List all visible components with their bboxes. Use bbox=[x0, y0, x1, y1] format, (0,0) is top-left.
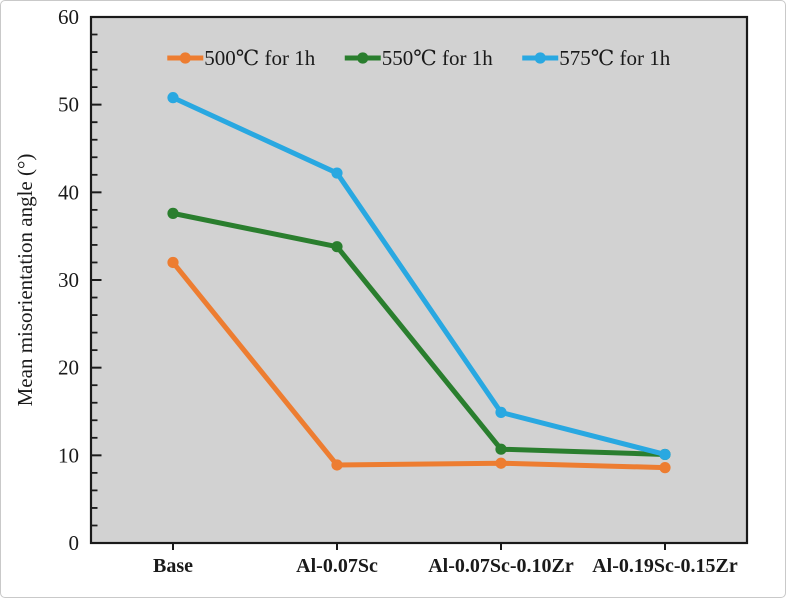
y-tick-label: 30 bbox=[58, 268, 79, 292]
legend-marker-dot-0 bbox=[179, 52, 191, 64]
y-tick-label: 0 bbox=[69, 531, 80, 555]
series-point-2-3 bbox=[659, 448, 671, 461]
series-line-2 bbox=[170, 95, 668, 457]
legend-label-2: 575℃ for 1h bbox=[559, 46, 670, 70]
y-tick-label: 10 bbox=[58, 443, 79, 467]
legend-label-1: 550℃ for 1h bbox=[382, 46, 493, 70]
series-point-1-1 bbox=[331, 241, 343, 253]
series-point-1-0 bbox=[167, 207, 179, 219]
series-line-0 bbox=[170, 259, 668, 471]
legend-label-0: 500℃ for 1h bbox=[204, 46, 315, 70]
y-tick-label: 50 bbox=[58, 93, 79, 117]
series-point-2-2 bbox=[495, 406, 507, 418]
x-category-label: Al-0.07Sc-0.10Zr bbox=[428, 555, 574, 577]
series-line-1 bbox=[170, 210, 668, 457]
y-tick-label: 20 bbox=[58, 356, 79, 380]
x-category-label: Base bbox=[153, 555, 193, 577]
series-point-0-2 bbox=[495, 457, 507, 469]
series-point-0-3 bbox=[659, 462, 671, 474]
legend-marker-dot-1 bbox=[357, 52, 369, 64]
series-point-1-2 bbox=[495, 443, 507, 455]
x-category-label: Al-0.07Sc bbox=[296, 555, 378, 577]
series-point-0-0 bbox=[167, 256, 179, 269]
y-tick-label: 60 bbox=[58, 5, 79, 29]
series-point-2-0 bbox=[167, 92, 179, 104]
series-point-2-1 bbox=[331, 167, 343, 179]
y-axis-title: Mean misorientation angle (°) bbox=[13, 154, 37, 407]
legend: 500℃ for 1h 550℃ for 1h 575℃ for 1h bbox=[167, 46, 671, 70]
x-category-label: Al-0.19Sc-0.15Zr bbox=[592, 555, 738, 577]
series-point-0-1 bbox=[331, 459, 343, 471]
legend-marker-dot-2 bbox=[534, 52, 546, 64]
y-tick-label: 40 bbox=[58, 180, 79, 204]
plot-frame bbox=[89, 15, 749, 545]
